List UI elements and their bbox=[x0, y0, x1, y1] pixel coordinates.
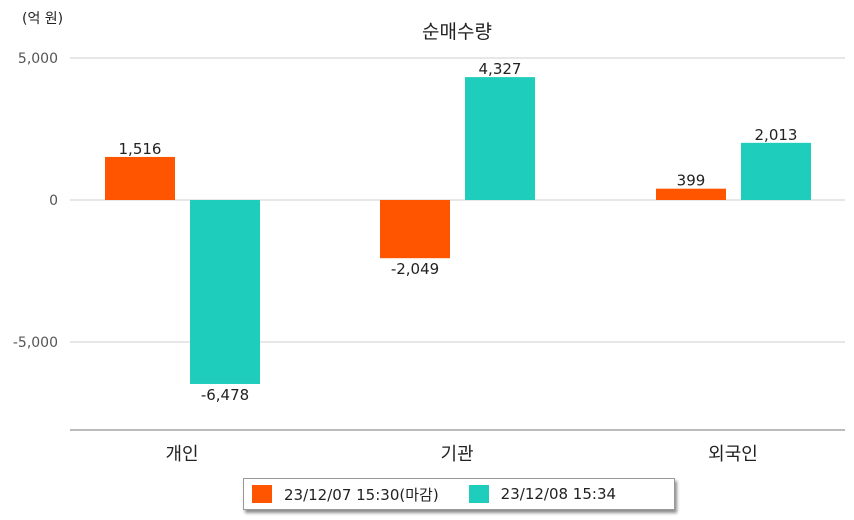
legend-label-series-2: 23/12/08 15:34 bbox=[500, 485, 617, 503]
bar bbox=[741, 142, 811, 200]
data-label: -2,049 bbox=[391, 260, 439, 278]
legend-item-series-2[interactable]: 23/12/08 15:34 bbox=[468, 485, 617, 503]
x-category-label: 기관 bbox=[440, 444, 473, 465]
data-label: 4,327 bbox=[479, 60, 522, 78]
bar bbox=[190, 200, 260, 384]
y-axis-unit-label: (억 원) bbox=[22, 11, 64, 27]
legend-swatch-series-1 bbox=[252, 485, 272, 503]
data-label: -6,478 bbox=[201, 386, 249, 404]
bar-chart: 순매수량 5,000 0 -5,000 1,516 -2,049 399 -6,478 4,32… bbox=[13, 21, 845, 465]
y-tick-label: -5,000 bbox=[13, 335, 58, 351]
y-tick-label: 0 bbox=[49, 193, 58, 209]
bar bbox=[465, 77, 535, 200]
x-category-label: 외국인 bbox=[708, 444, 758, 465]
data-label: 399 bbox=[677, 172, 706, 190]
y-tick-label: 5,000 bbox=[18, 51, 58, 67]
x-category-label: 개인 bbox=[165, 444, 198, 465]
data-label: 1,516 bbox=[119, 140, 162, 158]
data-label: 2,013 bbox=[755, 126, 798, 144]
bar bbox=[380, 200, 450, 259]
legend-label-series-1: 23/12/07 15:30(마감) bbox=[284, 485, 439, 504]
legend-item-series-1[interactable]: 23/12/07 15:30(마감) bbox=[252, 484, 439, 505]
bar bbox=[656, 188, 726, 200]
bar bbox=[105, 156, 175, 200]
chart-legend: 23/12/07 15:30(마감) 23/12/08 15:34 bbox=[243, 478, 675, 510]
chart-title: 순매수량 bbox=[422, 21, 492, 43]
legend-swatch-series-2 bbox=[468, 485, 489, 503]
